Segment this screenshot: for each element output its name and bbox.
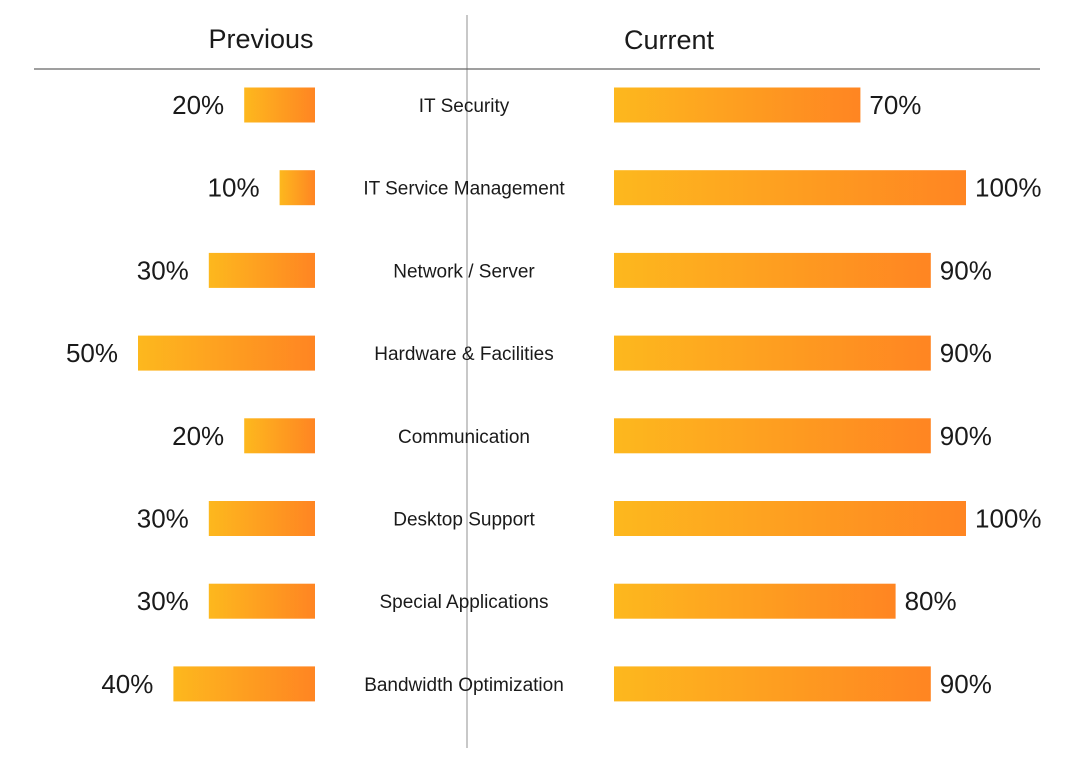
previous-bar: [208, 501, 315, 536]
current-value-label: 90%: [940, 338, 992, 368]
current-value-label: 90%: [940, 421, 992, 451]
category-label: Special Applications: [380, 592, 549, 613]
previous-value-label: 20%: [172, 421, 224, 451]
previous-value-label: 10%: [208, 173, 260, 203]
previous-value-label: 30%: [137, 504, 189, 534]
category-label: Network / Server: [393, 261, 535, 282]
previous-bar: [173, 666, 315, 702]
category-label: IT Security: [419, 96, 510, 117]
category-label: IT Service Management: [363, 179, 565, 200]
previous-bar: [244, 418, 315, 454]
current-value-label: 100%: [975, 173, 1042, 203]
current-header: Current: [624, 25, 715, 55]
current-value-label: 70%: [869, 90, 921, 120]
current-bar: [614, 252, 931, 288]
current-bar: [614, 501, 966, 536]
current-bar: [614, 87, 861, 123]
previous-value-label: 50%: [66, 338, 118, 368]
previous-bar: [208, 583, 315, 619]
previous-value-label: 30%: [137, 586, 189, 616]
previous-bar: [138, 335, 315, 371]
category-label: Bandwidth Optimization: [364, 675, 564, 696]
current-value-label: 80%: [905, 586, 957, 616]
previous-bar: [279, 170, 315, 206]
current-value-label: 90%: [940, 255, 992, 285]
current-value-label: 90%: [940, 669, 992, 699]
current-value-label: 100%: [975, 504, 1042, 534]
category-label: Communication: [398, 427, 530, 448]
category-label: Hardware & Facilities: [374, 344, 554, 365]
previous-value-label: 30%: [137, 255, 189, 285]
previous-bar: [244, 87, 315, 123]
previous-bar: [208, 252, 315, 288]
current-bar: [614, 170, 966, 206]
chart-rows: IT Security 20% 70% IT Service Management 10…: [66, 87, 1042, 702]
previous-header: Previous: [208, 24, 313, 54]
current-bar: [614, 418, 931, 454]
current-bar: [614, 335, 931, 371]
category-label: Desktop Support: [393, 510, 535, 531]
current-bar: [614, 583, 896, 619]
previous-value-label: 40%: [101, 669, 153, 699]
previous-value-label: 20%: [172, 90, 224, 120]
current-bar: [614, 666, 931, 702]
